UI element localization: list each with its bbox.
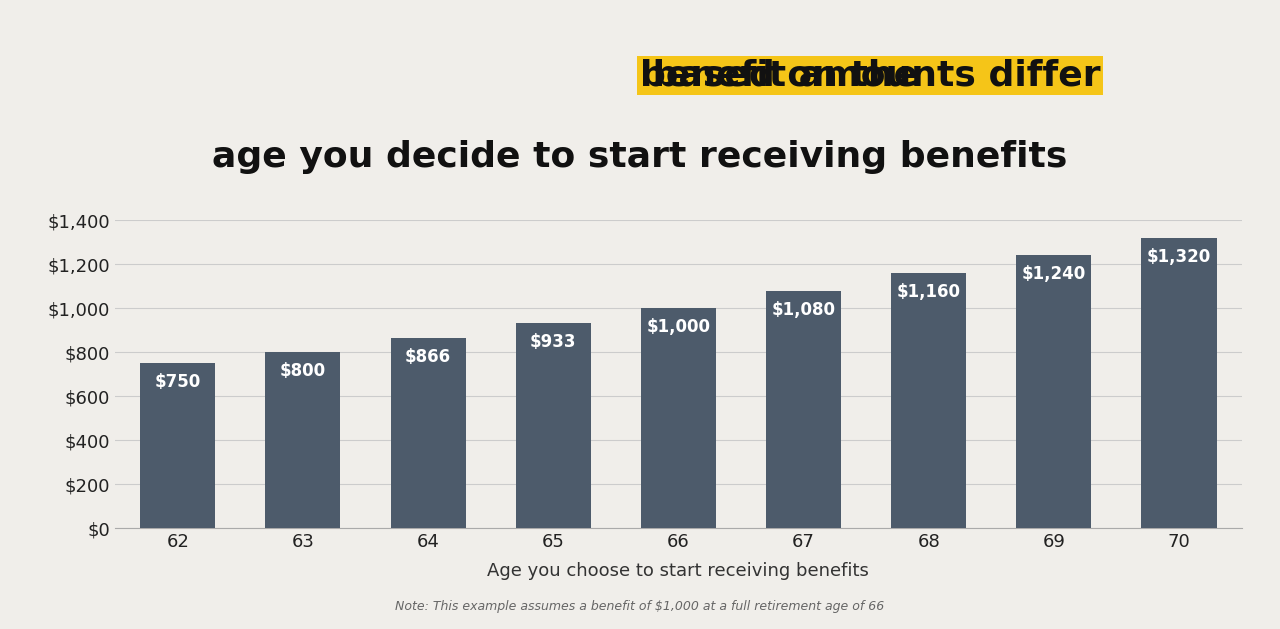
Bar <box>1142 238 1216 528</box>
Text: $1,240: $1,240 <box>1021 265 1085 283</box>
Text: age you decide to start receiving benefits: age you decide to start receiving benefi… <box>212 140 1068 174</box>
Bar <box>516 323 591 528</box>
Text: $866: $866 <box>404 348 451 365</box>
Text: based on the: based on the <box>640 58 919 92</box>
Text: $1,000: $1,000 <box>646 318 710 336</box>
Bar <box>641 308 716 528</box>
X-axis label: Age you choose to start receiving benefits: Age you choose to start receiving benefi… <box>488 562 869 581</box>
Text: $1,080: $1,080 <box>772 301 836 318</box>
Bar <box>891 273 966 528</box>
Text: $750: $750 <box>155 373 201 391</box>
Text: Note: This example assumes a benefit of $1,000 at a full retirement age of 66: Note: This example assumes a benefit of … <box>396 600 884 613</box>
Text: $933: $933 <box>530 333 576 351</box>
Bar <box>1016 255 1092 528</box>
Bar <box>265 352 340 528</box>
Text: $1,320: $1,320 <box>1147 248 1211 265</box>
Text: benefit amounts differ: benefit amounts differ <box>640 58 1100 92</box>
Bar <box>390 338 466 528</box>
Text: Monthly: Monthly <box>639 58 817 92</box>
Text: $800: $800 <box>280 362 326 380</box>
Text: $1,160: $1,160 <box>897 283 961 301</box>
Bar <box>765 291 841 528</box>
Bar <box>141 363 215 528</box>
